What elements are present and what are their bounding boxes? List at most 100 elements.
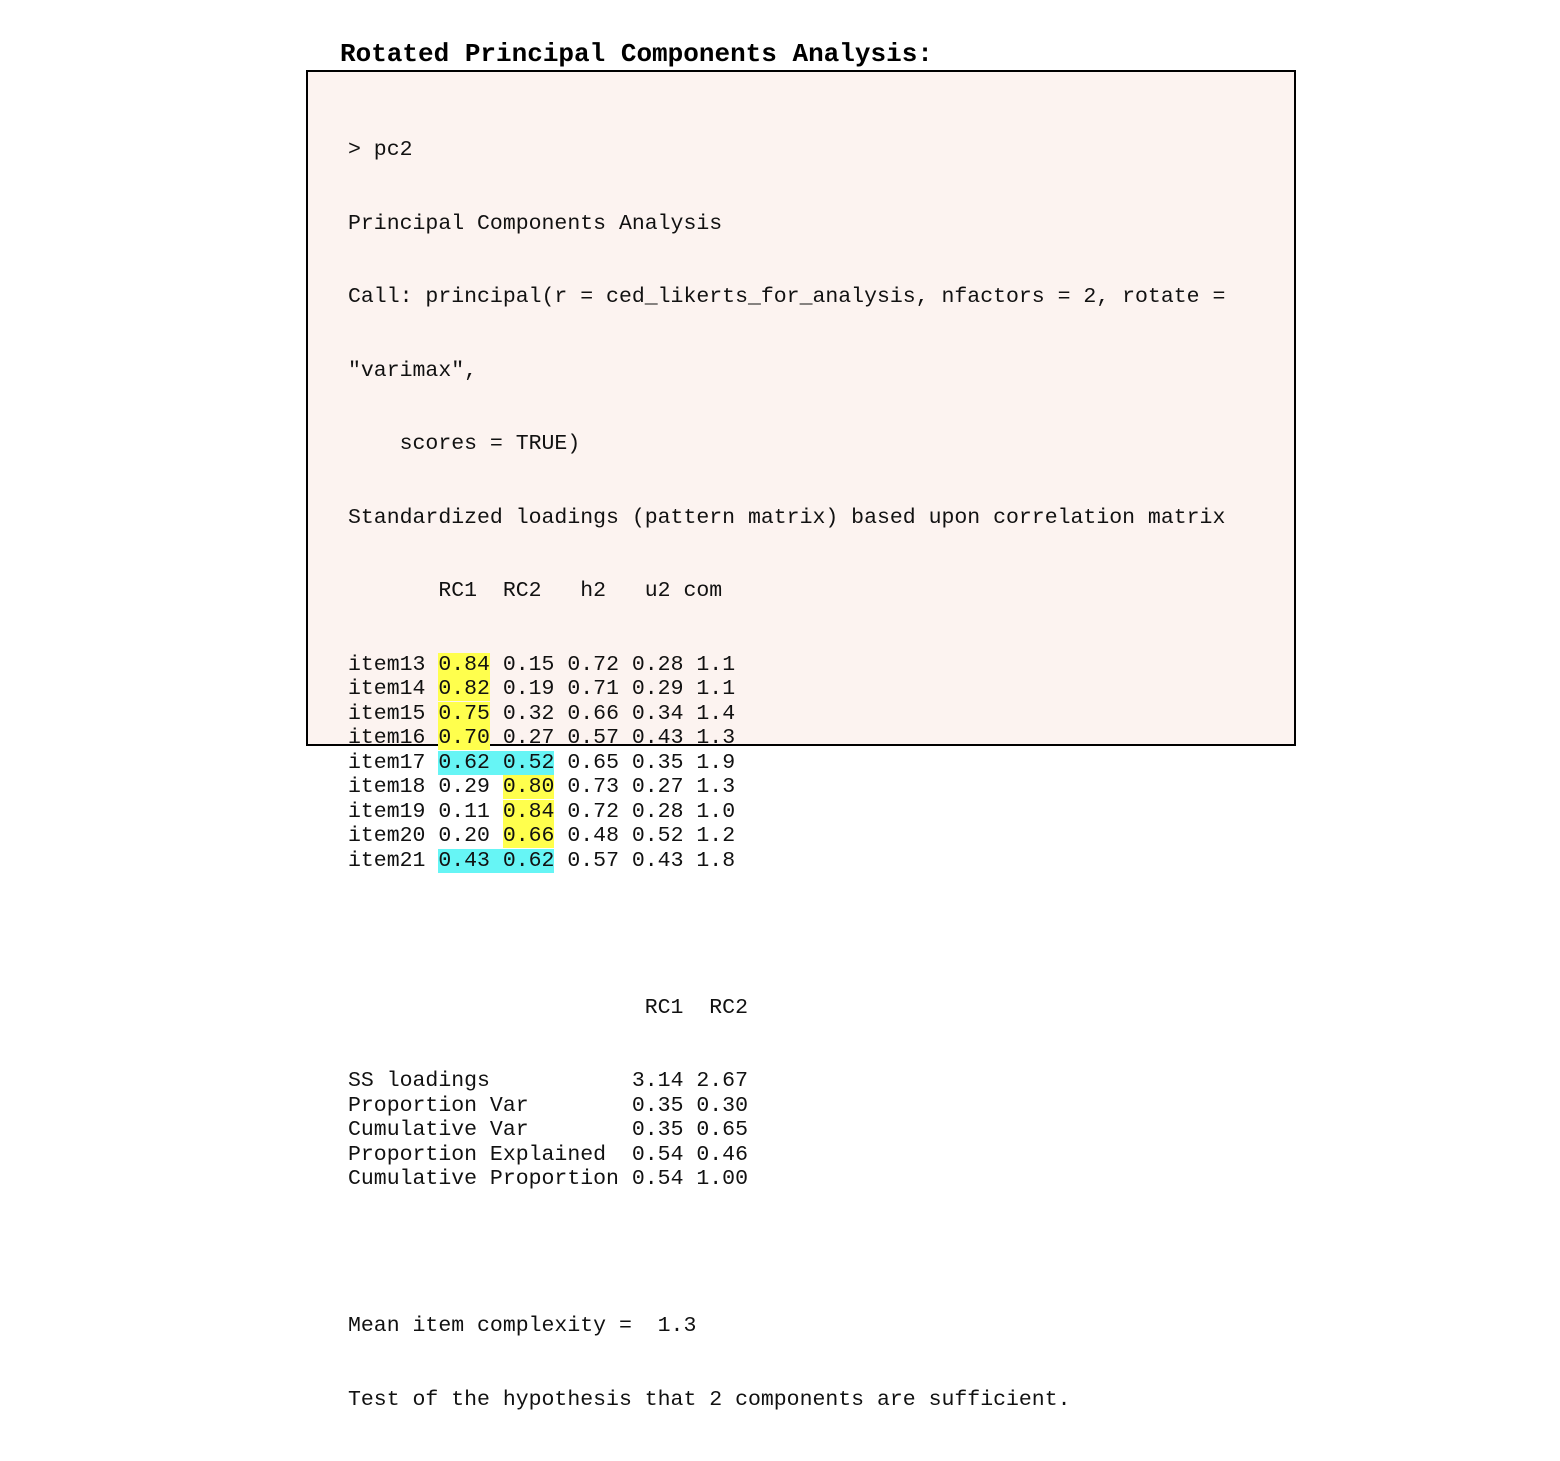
h2-value: 0.72 [567, 652, 619, 677]
item-label: item17 [348, 750, 426, 775]
h2-value: 0.71 [567, 677, 619, 701]
rc1-value: 0.84 [438, 652, 490, 677]
com-value: 1.1 [696, 677, 736, 701]
u2-value: 0.52 [631, 824, 684, 848]
loadings-row: item16 0.70 0.27 0.57 0.43 1.3 [348, 726, 1225, 751]
com-value: 1.4 [696, 701, 736, 726]
u2-value: 0.43 [631, 726, 684, 750]
item-label: item15 [348, 701, 426, 726]
rc2-value: 0.19 [502, 677, 555, 701]
com-value: 1.2 [696, 824, 736, 848]
item-label: item18 [348, 775, 426, 799]
item-label: item13 [348, 652, 426, 677]
com-value: 1.1 [696, 652, 736, 677]
com-value: 1.0 [696, 799, 736, 824]
loadings-row: item17 0.62 0.52 0.65 0.35 1.9 [348, 750, 1225, 776]
u2-value: 0.43 [631, 848, 684, 873]
loadings-row: item19 0.11 0.84 0.72 0.28 1.0 [348, 799, 1225, 825]
spacer [348, 922, 1225, 947]
item-label: item14 [348, 677, 426, 701]
rc2-value: 0.46 [696, 1142, 748, 1167]
rc2-value: 0.27 [502, 726, 555, 750]
rc2-value: 0.62 [502, 848, 555, 873]
console-output-panel: > pc2 Principal Components Analysis Call… [306, 70, 1296, 1412]
complexity-line: Mean item complexity = 1.3 [348, 1314, 697, 1338]
rc2-value: 0.65 [696, 1118, 748, 1142]
hypothesis-line: Test of the hypothesis that 2 components… [348, 1387, 1071, 1412]
rc2-value: 0.30 [696, 1093, 748, 1118]
loadings-table: item13 0.84 0.15 0.72 0.28 1.1 item14 0.8… [348, 652, 1225, 874]
variance-label: Proportion Var [348, 1093, 619, 1118]
highlight-gap [489, 848, 503, 873]
h2-value: 0.57 [567, 726, 619, 750]
h2-value: 0.66 [567, 701, 619, 726]
call-line-1: Call: principal(r = ced_likerts_for_anal… [348, 285, 1226, 309]
variance-row: Proportion Explained 0.54 0.46 [348, 1143, 1225, 1168]
variance-label: Proportion Explained [348, 1142, 619, 1167]
rc1-value: 0.29 [438, 775, 490, 799]
rc1-value: 0.54 [631, 1167, 684, 1191]
rc1-value: 0.35 [631, 1118, 684, 1142]
rc2-value: 0.15 [502, 652, 555, 677]
h2-value: 0.65 [567, 750, 619, 775]
variance-table: SS loadings 3.14 2.67 Proportion Var 0.35… [348, 1069, 1225, 1192]
highlight-gap [489, 750, 503, 775]
u2-value: 0.28 [631, 799, 684, 824]
item-label: item21 [348, 848, 426, 873]
variance-label: SS loadings [348, 1069, 619, 1093]
variance-row: Cumulative Proportion 0.54 1.00 [348, 1167, 1225, 1192]
u2-value: 0.35 [631, 750, 684, 775]
item-label: item16 [348, 726, 426, 750]
com-value: 1.8 [696, 848, 736, 873]
loadings-heading: Standardized loadings (pattern matrix) b… [348, 505, 1226, 530]
rc1-value: 0.54 [631, 1142, 684, 1167]
h2-value: 0.57 [567, 848, 619, 873]
rc1-value: 0.70 [438, 726, 490, 750]
console-text: > pc2 Principal Components Analysis Call… [348, 89, 1225, 1461]
spacer [348, 1241, 1225, 1266]
rc2-value: 0.84 [502, 799, 555, 824]
u2-value: 0.34 [631, 701, 684, 726]
rc2-value: 2.67 [696, 1069, 748, 1093]
rc1-value: 3.14 [631, 1069, 684, 1093]
rc1-value: 0.82 [438, 677, 490, 701]
com-value: 1.9 [696, 750, 736, 775]
variance-row: Proportion Var 0.35 0.30 [348, 1094, 1225, 1119]
h2-value: 0.48 [567, 824, 619, 848]
rc2-value: 0.66 [502, 824, 555, 848]
prompt-line: > pc2 [348, 138, 413, 162]
variance-label: Cumulative Proportion [348, 1167, 619, 1191]
analysis-title: Principal Components Analysis [348, 211, 723, 236]
variance-label: Cumulative Var [348, 1118, 619, 1142]
page-title: Rotated Principal Components Analysis: [340, 39, 933, 69]
rc1-value: 0.62 [438, 750, 490, 775]
u2-value: 0.28 [631, 652, 684, 677]
item-label: item20 [348, 824, 426, 848]
rc2-value: 0.52 [502, 750, 555, 775]
h2-value: 0.73 [567, 775, 619, 799]
u2-value: 0.27 [631, 775, 684, 799]
loadings-row: item14 0.82 0.19 0.71 0.29 1.1 [348, 677, 1225, 702]
variance-row: Cumulative Var 0.35 0.65 [348, 1118, 1225, 1143]
call-line-2: "varimax", [348, 358, 478, 383]
loadings-row: item21 0.43 0.62 0.57 0.43 1.8 [348, 848, 1225, 874]
rc1-value: 0.75 [438, 701, 490, 726]
rc1-value: 0.20 [438, 824, 490, 848]
com-value: 1.3 [696, 775, 736, 799]
loadings-header: RC1 RC2 h2 u2 com [348, 579, 723, 603]
rc2-value: 0.32 [502, 701, 555, 726]
loadings-row: item15 0.75 0.32 0.66 0.34 1.4 [348, 701, 1225, 727]
com-value: 1.3 [696, 726, 736, 750]
variance-row: SS loadings 3.14 2.67 [348, 1069, 1225, 1094]
rc1-value: 0.43 [438, 848, 490, 873]
rc2-value: 0.80 [502, 775, 555, 799]
item-label: item19 [348, 799, 426, 824]
call-line-3: scores = TRUE) [348, 432, 581, 456]
loadings-row: item13 0.84 0.15 0.72 0.28 1.1 [348, 652, 1225, 678]
loadings-row: item20 0.20 0.66 0.48 0.52 1.2 [348, 824, 1225, 849]
rc1-value: 0.11 [438, 799, 490, 824]
h2-value: 0.72 [567, 799, 619, 824]
u2-value: 0.29 [631, 677, 684, 701]
rc2-value: 1.00 [696, 1167, 748, 1191]
rc1-value: 0.35 [631, 1093, 684, 1118]
